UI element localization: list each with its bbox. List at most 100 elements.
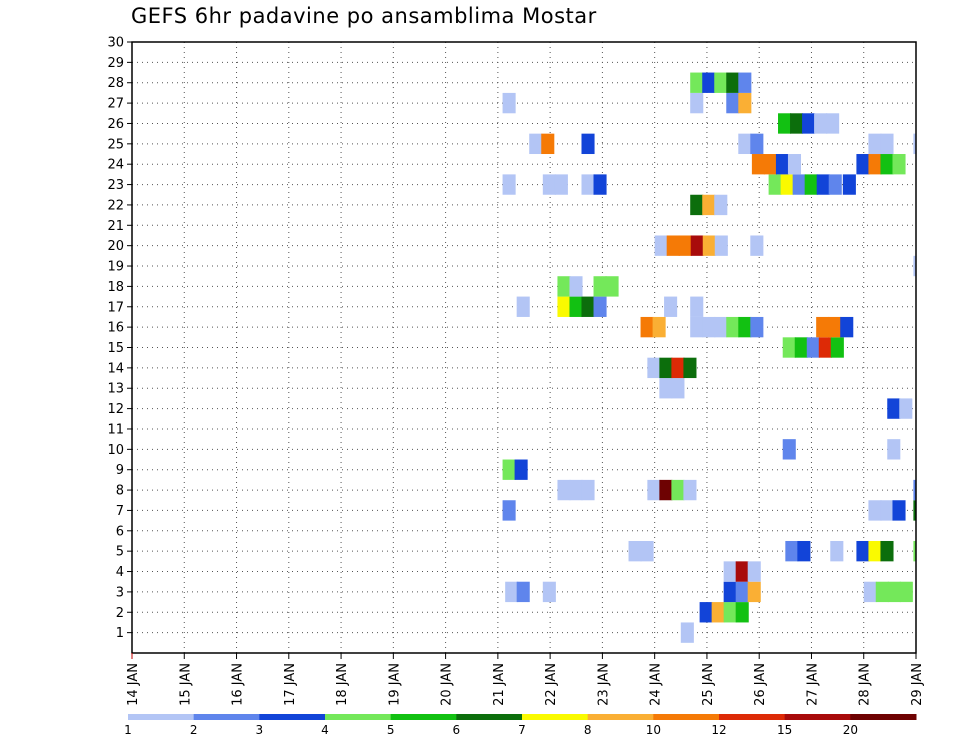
- y-tick-label: 25: [107, 137, 124, 152]
- heatmap-cell: [875, 581, 889, 603]
- heatmap-cell: [738, 72, 752, 93]
- heatmap-cell: [514, 459, 528, 480]
- x-tick-label: 23 JAN: [596, 663, 611, 706]
- heatmap-cell: [794, 337, 808, 358]
- heatmap-cell: [702, 316, 716, 338]
- heatmap-cell: [702, 72, 716, 93]
- heatmap-cell: [702, 194, 716, 216]
- heatmap-cell: [830, 540, 844, 562]
- heatmap-cell: [502, 500, 516, 521]
- colorbar-swatch: [653, 714, 720, 720]
- heatmap-cell: [868, 133, 882, 155]
- heatmap-cell: [892, 154, 906, 175]
- heatmap-cell: [640, 316, 654, 338]
- y-tick-label: 3: [116, 585, 124, 600]
- heatmap-cell: [690, 316, 704, 338]
- x-tick-label: 19 JAN: [387, 663, 402, 706]
- heatmap-cell: [726, 72, 740, 93]
- heatmap-cell: [863, 581, 877, 603]
- x-tick-label: 28 JAN: [858, 663, 873, 706]
- heatmap-cell: [723, 602, 737, 623]
- heatmap-cell: [671, 378, 685, 399]
- heatmap-cell: [654, 235, 668, 256]
- x-tick-label: 29 JAN: [910, 663, 925, 706]
- colorbar-swatch: [456, 714, 523, 720]
- x-tick-label: 24 JAN: [649, 663, 664, 706]
- heatmap-cell: [735, 581, 749, 603]
- heatmap-cell: [868, 154, 882, 175]
- colorbar-swatch: [325, 714, 392, 720]
- colorbar-swatch: [784, 714, 851, 720]
- heatmap-cell: [502, 92, 516, 114]
- heatmap-cell: [647, 357, 661, 379]
- heatmap-cell: [828, 316, 842, 338]
- x-axis: 14 JAN 15 JAN 16 JAN 17 JAN 18 JAN 19 JAN 20 J…: [126, 653, 925, 706]
- heatmap-cell: [542, 174, 556, 195]
- heatmap-cell: [750, 316, 764, 338]
- heatmap-cell: [768, 174, 782, 195]
- colorbar-swatch: [259, 714, 326, 720]
- heatmap-cell: [678, 235, 692, 256]
- y-tick-label: 18: [107, 280, 124, 295]
- heatmap-cell: [516, 296, 530, 317]
- heatmap-cell: [659, 479, 673, 501]
- heatmap-cell: [763, 154, 777, 175]
- y-tick-label: 29: [107, 56, 124, 71]
- heatmap-cell: [569, 276, 583, 297]
- ensemble-cells: [502, 72, 916, 643]
- y-tick-label: 24: [107, 158, 124, 173]
- heatmap-cell: [880, 154, 894, 175]
- heatmap-cell: [593, 174, 607, 195]
- heatmap-cell: [726, 92, 740, 114]
- y-tick-label: 20: [107, 239, 124, 254]
- heatmap-cell: [828, 174, 842, 195]
- heatmap-cell: [541, 133, 555, 155]
- heatmap-cell: [502, 174, 516, 195]
- heatmap-cell: [683, 357, 697, 379]
- heatmap-cell: [750, 133, 764, 155]
- heatmap-cell: [505, 581, 519, 603]
- colorbar-label: 10: [646, 723, 661, 737]
- heatmap-cell: [593, 296, 607, 317]
- x-tick-label: 20 JAN: [440, 663, 455, 706]
- heatmap-cell: [913, 540, 916, 562]
- heatmap-cell: [785, 540, 799, 562]
- heatmap-cell: [856, 540, 870, 562]
- heatmap-cell: [787, 154, 802, 175]
- heatmap-cell: [699, 602, 713, 623]
- heatmap-cell: [647, 479, 661, 501]
- y-tick-label: 16: [107, 321, 124, 336]
- heatmap-cell: [671, 479, 685, 501]
- colorbar-swatch: [390, 714, 457, 720]
- heatmap-cell: [666, 235, 680, 256]
- colorbar-swatch: [522, 714, 589, 720]
- heatmap-cell: [581, 174, 595, 195]
- heatmap-cell: [569, 296, 583, 317]
- colorbar-swatch: [719, 714, 786, 720]
- heatmap-cell: [818, 337, 832, 358]
- y-tick-label: 5: [116, 545, 124, 560]
- heatmap-cell: [913, 479, 916, 501]
- heatmap-cell: [726, 316, 740, 338]
- y-tick-label: 1: [116, 626, 124, 641]
- colorbar-label: 3: [256, 723, 264, 737]
- heatmap-cell: [892, 500, 906, 521]
- y-tick-label: 14: [107, 361, 124, 376]
- x-tick-label: 27 JAN: [805, 663, 820, 706]
- heatmap-cell: [899, 581, 913, 603]
- y-tick-label: 2: [116, 606, 124, 621]
- heatmap-cell: [880, 500, 894, 521]
- heatmap-cell: [554, 174, 568, 195]
- heatmap-cell: [738, 92, 752, 114]
- heatmap-cell: [782, 439, 796, 460]
- heatmap-cell: [738, 133, 752, 155]
- heatmap-cell: [899, 398, 913, 419]
- heatmap-cell: [780, 174, 794, 195]
- heatmap-cell: [683, 479, 697, 501]
- heatmap-cell: [830, 337, 844, 358]
- heatmap-cell: [802, 113, 816, 134]
- heatmap-cell: [751, 154, 765, 175]
- heatmap-cell: [714, 235, 728, 256]
- heatmap-cell: [792, 174, 806, 195]
